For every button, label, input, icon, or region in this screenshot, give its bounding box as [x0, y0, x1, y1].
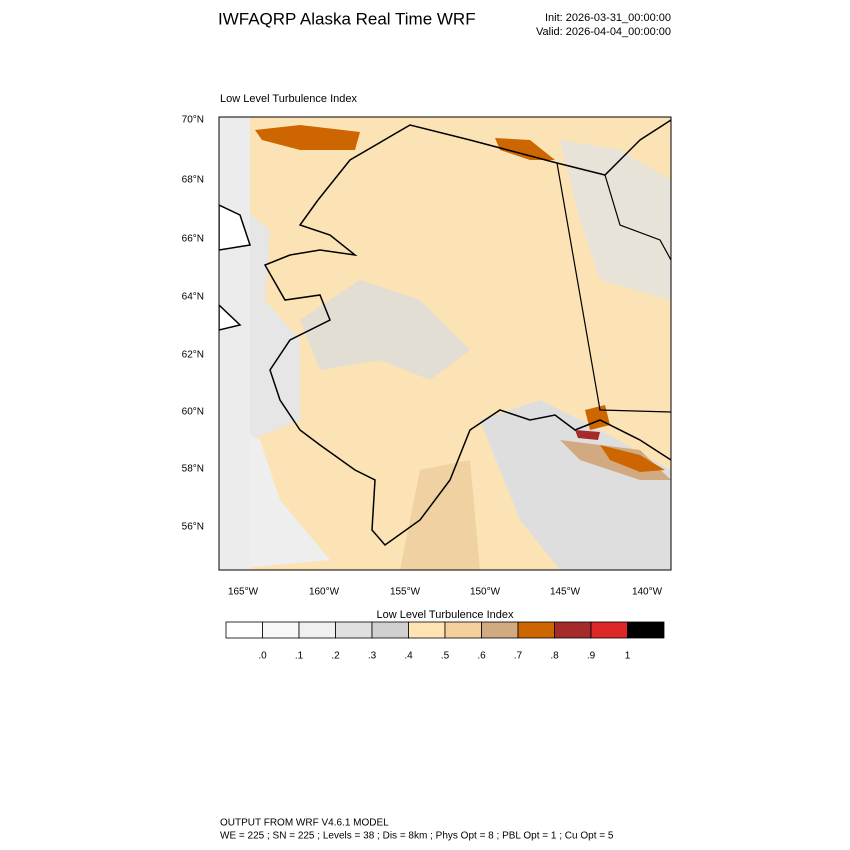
- title: IWFAQRP Alaska Real Time WRF: [218, 9, 476, 28]
- colorbar-box: [408, 621, 446, 639]
- lat-label: 58°N: [182, 464, 204, 475]
- lon-label: 155°W: [390, 587, 421, 598]
- colorbar-box: [335, 621, 373, 639]
- colorbar-label: .3: [368, 651, 377, 662]
- colorbar: .0 .1 .2 .3 .4 .5 .6 .7 .8 .9 1: [225, 621, 665, 662]
- lat-label: 62°N: [182, 350, 204, 361]
- colorbar-box: [444, 621, 482, 639]
- colorbar-box: [481, 621, 519, 639]
- colorbar-label: 1: [625, 651, 631, 662]
- colorbar-box: [298, 621, 336, 639]
- lon-label: 165°W: [228, 587, 259, 598]
- lat-labels: 70°N 68°N 66°N 64°N 62°N 60°N 58°N 56°N: [182, 115, 204, 533]
- colorbar-label: .0: [258, 651, 267, 662]
- colorbar-box: [590, 621, 628, 639]
- colorbar-box: [371, 621, 409, 639]
- colorbar-label: .4: [404, 651, 413, 662]
- colorbar-box: [225, 621, 263, 639]
- lat-label: 66°N: [182, 234, 204, 245]
- footer-line: WE = 225 ; SN = 225 ; Levels = 38 ; Dis …: [220, 831, 614, 842]
- colorbar-box: [627, 621, 665, 639]
- colorbar-label: .7: [514, 651, 523, 662]
- colorbar-label: .6: [477, 651, 486, 662]
- colorbar-box: [262, 621, 300, 639]
- lon-label: 140°W: [632, 587, 663, 598]
- colorbar-title: Low Level Turbulence Index: [377, 609, 514, 621]
- init-time: Init: 2026-03-31_00:00:00: [545, 12, 671, 24]
- colorbar-label: .1: [295, 651, 304, 662]
- colorbar-label: .9: [587, 651, 596, 662]
- lat-label: 56°N: [182, 522, 204, 533]
- lon-label: 145°W: [550, 587, 581, 598]
- colorbar-label: .5: [441, 651, 450, 662]
- lon-labels: 165°W 160°W 155°W 150°W 145°W 140°W: [228, 587, 663, 598]
- lat-label: 68°N: [182, 175, 204, 186]
- map-title: Low Level Turbulence Index: [220, 93, 357, 105]
- footer-line: OUTPUT FROM WRF V4.6.1 MODEL: [220, 818, 389, 829]
- lat-label: 70°N: [182, 115, 204, 126]
- colorbar-label: .2: [331, 651, 340, 662]
- lon-label: 160°W: [309, 587, 340, 598]
- map-field: [219, 117, 671, 570]
- valid-time: Valid: 2026-04-04_00:00:00: [536, 26, 671, 38]
- map-frame: [218, 116, 672, 571]
- lat-label: 64°N: [182, 292, 204, 303]
- colorbar-box: [554, 621, 592, 639]
- lat-label: 60°N: [182, 407, 204, 418]
- lon-label: 150°W: [470, 587, 501, 598]
- colorbar-label: .8: [550, 651, 559, 662]
- colorbar-box: [517, 621, 555, 639]
